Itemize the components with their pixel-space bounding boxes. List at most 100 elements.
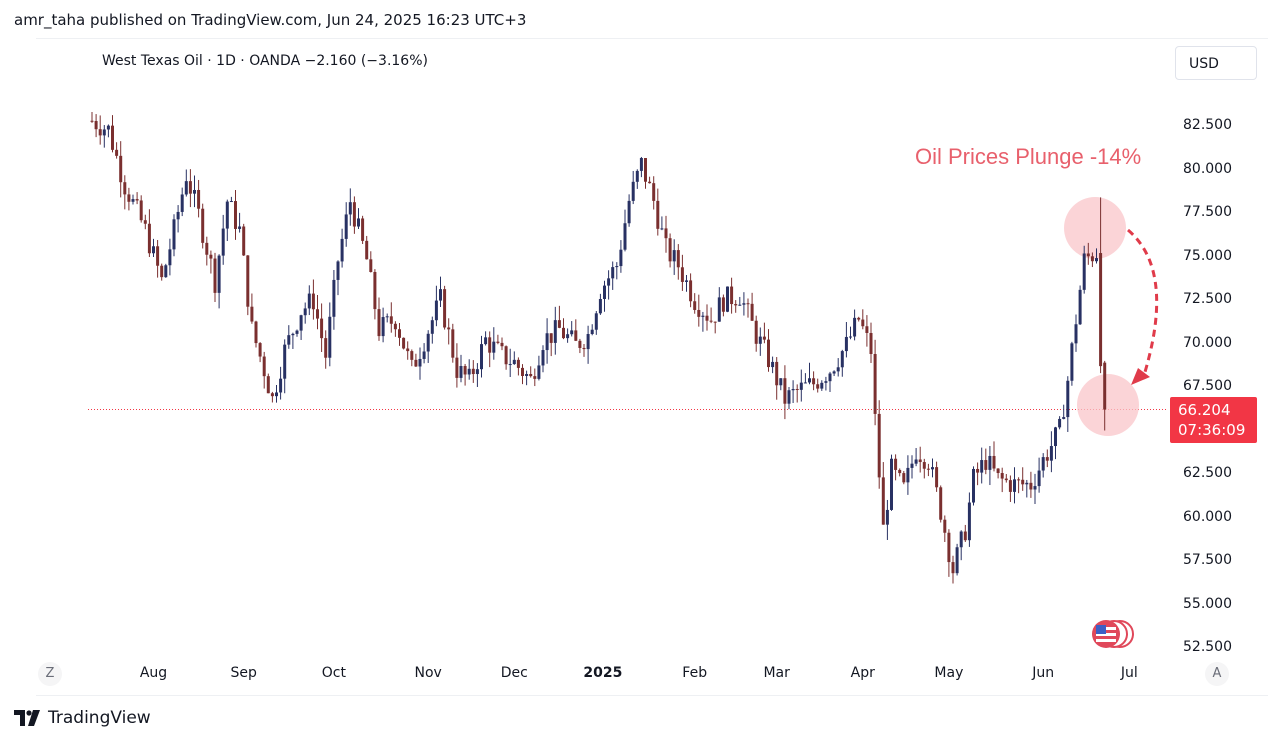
- candle-body: [287, 335, 291, 345]
- candle-body: [648, 181, 652, 184]
- candle-body: [890, 458, 893, 510]
- candle-body: [340, 238, 344, 262]
- candle-body: [660, 228, 664, 230]
- candle-body: [471, 368, 475, 375]
- candle-body: [615, 266, 619, 268]
- candle-body: [439, 289, 442, 301]
- zoom-button[interactable]: Z: [38, 662, 62, 686]
- candle-body: [480, 344, 483, 370]
- plunge-arrow-head: [1131, 368, 1150, 385]
- candle-body: [676, 250, 680, 268]
- candle-body: [820, 382, 824, 389]
- candle-body: [365, 240, 369, 260]
- candle-body: [275, 392, 278, 397]
- candle-body: [270, 393, 274, 397]
- tradingview-logo[interactable]: TradingView: [14, 708, 151, 728]
- us-flag-event-icon[interactable]: [1090, 618, 1136, 650]
- candle-body: [414, 359, 418, 367]
- candle-body: [557, 320, 561, 328]
- candle-body: [225, 201, 229, 229]
- candle-body: [529, 373, 533, 377]
- candle-body: [402, 337, 406, 349]
- candle-body: [685, 280, 688, 282]
- candle-body: [1037, 470, 1041, 487]
- candle-body: [369, 259, 373, 272]
- current-price-label: 66.204 07:36:09: [1170, 397, 1257, 443]
- candle-body: [574, 330, 578, 341]
- x-tick-label: Apr: [850, 665, 875, 681]
- candle-body: [832, 371, 836, 374]
- brand-name: TradingView: [48, 708, 151, 728]
- candle-body: [656, 200, 660, 229]
- candle-body: [762, 336, 766, 340]
- candle-body: [955, 547, 959, 574]
- plunge-arrow: [1127, 228, 1159, 373]
- candle-body: [385, 316, 389, 318]
- candle-body: [131, 199, 135, 202]
- candle-body: [205, 242, 209, 255]
- candle-body: [894, 458, 898, 470]
- candle-body: [734, 304, 738, 306]
- y-tick-label: 52.500: [1183, 639, 1232, 655]
- candle-body: [500, 342, 504, 347]
- candle-body: [352, 202, 356, 227]
- candle-body: [967, 502, 971, 541]
- candle-body: [357, 218, 360, 227]
- x-tick-label: Oct: [321, 665, 346, 681]
- candle-body: [373, 271, 377, 310]
- candle-body: [947, 532, 951, 563]
- candle-body: [102, 129, 106, 136]
- candle-body: [152, 246, 155, 254]
- candle-body: [578, 340, 582, 348]
- candle-body: [803, 382, 807, 384]
- candle-body: [164, 265, 168, 278]
- candle-body: [316, 309, 319, 319]
- candle-body: [291, 333, 295, 336]
- candle-body: [283, 344, 287, 379]
- candle-body: [992, 455, 996, 469]
- candle-body: [849, 336, 852, 338]
- candle-body: [812, 378, 816, 385]
- y-tick-label: 75.000: [1183, 247, 1232, 264]
- candle-body: [258, 343, 262, 357]
- candle-body: [1041, 457, 1045, 471]
- candle-body: [570, 330, 574, 335]
- x-tick-label: 2025: [583, 665, 623, 681]
- candle-body: [824, 381, 828, 383]
- candle-body: [664, 228, 668, 239]
- candle-body: [279, 378, 283, 393]
- candle-body: [508, 364, 512, 366]
- candle-body: [324, 338, 328, 358]
- currency-button[interactable]: USD: [1175, 46, 1257, 80]
- candle-body: [787, 390, 791, 404]
- candle-body: [127, 194, 131, 202]
- candle-body: [857, 317, 861, 320]
- candle-body: [931, 467, 934, 470]
- candle-body: [549, 333, 553, 343]
- candle-body: [188, 181, 192, 194]
- auto-scale-button[interactable]: A: [1205, 662, 1229, 686]
- candle-body: [98, 129, 102, 136]
- candle-body: [996, 468, 1000, 474]
- candle-body: [488, 337, 492, 353]
- candle-body: [139, 200, 143, 221]
- candle-body: [623, 223, 627, 250]
- candle-body: [635, 170, 639, 182]
- candle-body: [135, 199, 139, 201]
- candle-body: [1058, 418, 1062, 428]
- candle-body: [430, 320, 434, 334]
- candle-body: [959, 531, 963, 548]
- candle-body: [328, 316, 332, 358]
- candle-body: [963, 531, 967, 541]
- candle-body: [914, 459, 918, 464]
- candle-body: [689, 280, 693, 302]
- candle-body: [447, 327, 451, 330]
- highlight-circle-bottom: [1077, 374, 1139, 436]
- candle-body: [213, 258, 217, 293]
- candle-body: [115, 149, 119, 156]
- candle-body: [631, 181, 635, 201]
- candle-body: [147, 223, 151, 254]
- candle-body: [242, 226, 246, 256]
- candle-body: [742, 303, 746, 305]
